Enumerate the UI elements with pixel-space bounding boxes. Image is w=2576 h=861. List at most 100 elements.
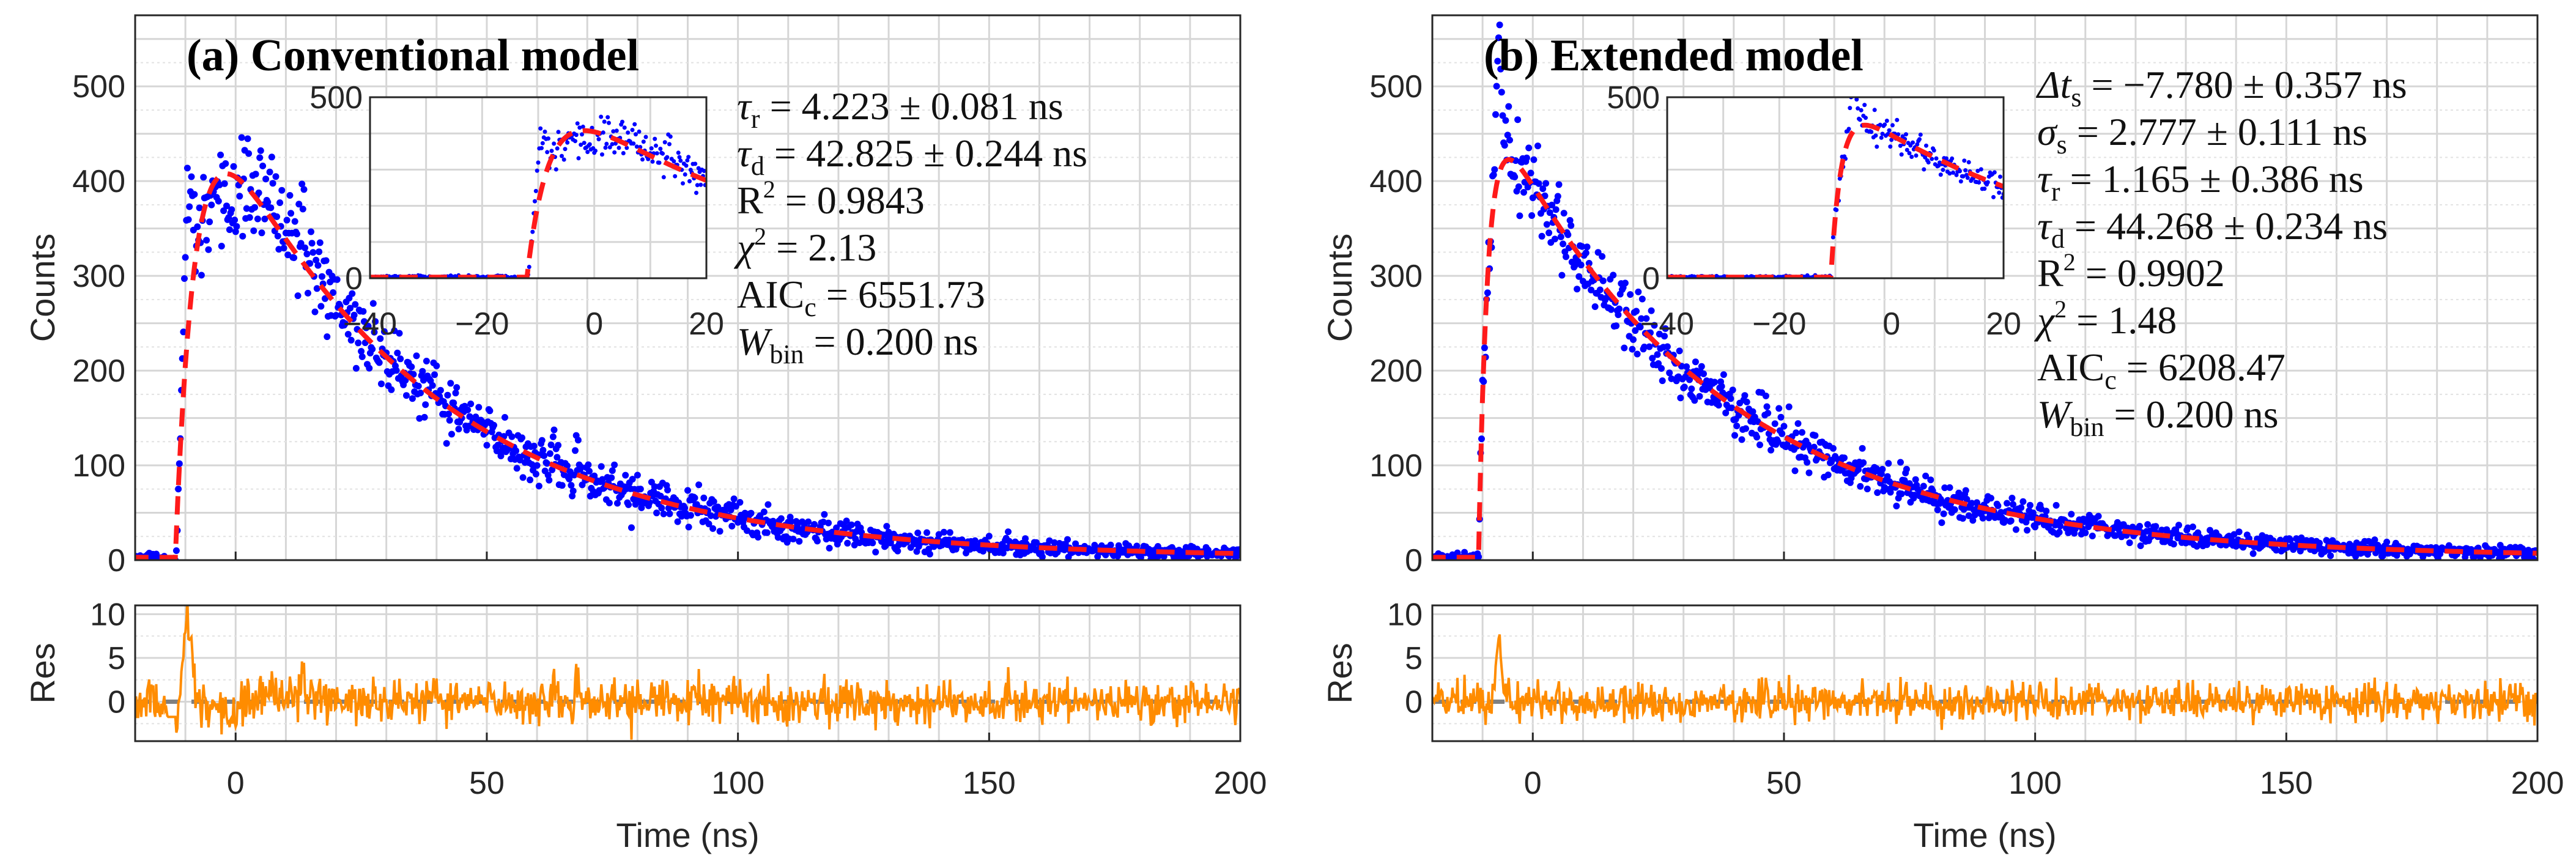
data-point xyxy=(1864,116,1868,120)
data-point xyxy=(1869,130,1874,135)
data-point xyxy=(299,205,306,213)
data-point xyxy=(664,486,672,493)
data-point xyxy=(634,132,638,137)
data-point xyxy=(2082,529,2089,536)
data-point xyxy=(556,130,561,135)
data-point xyxy=(714,503,722,511)
data-point xyxy=(683,172,687,177)
data-point xyxy=(563,147,568,152)
annotation-superscript: 2 xyxy=(754,223,766,250)
data-point xyxy=(565,140,570,145)
data-point xyxy=(221,180,228,187)
data-point xyxy=(844,539,851,547)
data-point xyxy=(634,471,641,479)
data-point xyxy=(1903,465,1910,473)
data-point xyxy=(349,290,356,297)
data-point xyxy=(1566,216,1574,224)
data-point xyxy=(1767,446,1775,454)
data-point xyxy=(1927,476,1934,484)
data-point xyxy=(622,125,627,130)
data-point xyxy=(560,153,564,158)
data-point xyxy=(1711,379,1719,386)
data-point xyxy=(1552,206,1560,213)
data-point xyxy=(1646,343,1653,350)
data-point xyxy=(2316,539,2323,547)
data-point xyxy=(182,254,189,261)
data-point xyxy=(196,204,203,212)
fit-annotation: R2 = 0.9902 xyxy=(2037,248,2225,295)
main-fit-line xyxy=(1432,157,2537,560)
data-point xyxy=(1774,438,1782,445)
data-point xyxy=(1982,187,1987,191)
data-point xyxy=(821,511,828,518)
data-point xyxy=(764,501,772,508)
data-point xyxy=(313,256,320,264)
data-point xyxy=(280,245,287,252)
data-point xyxy=(402,377,409,384)
fit-annotation: τd = 44.268 ± 0.234 ns xyxy=(2037,204,2388,254)
x-axis-label-time: Time (ns) xyxy=(1913,816,2056,854)
data-point xyxy=(743,527,750,534)
data-point xyxy=(490,421,497,429)
data-point xyxy=(1961,174,1966,179)
data-point xyxy=(935,531,942,538)
data-point xyxy=(1654,351,1661,358)
data-point xyxy=(429,382,436,389)
data-point xyxy=(1478,435,1485,443)
data-point xyxy=(2189,523,2196,531)
data-point xyxy=(188,173,195,180)
data-point xyxy=(605,500,613,506)
data-point xyxy=(553,167,558,172)
data-point xyxy=(538,126,543,131)
data-point xyxy=(1909,155,1914,159)
data-point xyxy=(1975,169,1980,173)
inset-x-tick-label: 0 xyxy=(1882,306,1900,342)
data-point xyxy=(393,367,400,374)
data-point xyxy=(1854,97,1859,102)
data-point xyxy=(649,146,654,151)
data-point xyxy=(1895,117,1900,122)
data-point xyxy=(238,134,245,141)
data-point xyxy=(1648,307,1655,314)
data-point xyxy=(794,522,801,529)
data-point xyxy=(316,248,323,256)
data-point xyxy=(820,519,827,526)
data-point xyxy=(309,249,317,256)
data-point xyxy=(244,135,251,142)
x-tick-label: 50 xyxy=(1766,766,1802,801)
data-point xyxy=(2152,523,2160,530)
data-point xyxy=(1534,142,1541,150)
data-point xyxy=(369,300,377,307)
data-point xyxy=(1496,21,1503,29)
data-point xyxy=(245,150,253,157)
data-point xyxy=(1632,327,1639,334)
data-point xyxy=(2136,523,2143,530)
data-point xyxy=(413,352,420,360)
res-frame xyxy=(1431,604,2539,742)
data-point xyxy=(261,215,268,223)
data-point xyxy=(1727,395,1734,402)
data-point xyxy=(1922,167,1926,172)
annotation-value: = 42.825 ± 0.244 ns xyxy=(764,131,1087,175)
data-point xyxy=(1860,459,1867,467)
annotation-subscript: s xyxy=(2071,83,2081,113)
data-point xyxy=(2010,501,2016,508)
data-point xyxy=(372,318,379,325)
y-tick-label: 500 xyxy=(1369,69,1423,105)
main-fit-line xyxy=(135,171,1240,560)
data-point xyxy=(205,246,212,253)
data-point xyxy=(605,115,610,120)
data-point xyxy=(528,461,536,468)
data-point xyxy=(1951,170,1955,175)
data-point xyxy=(1579,243,1586,250)
panel-title: (b) Extended model xyxy=(1484,31,1864,81)
data-point xyxy=(397,355,404,363)
data-point xyxy=(894,547,901,555)
data-point xyxy=(527,476,534,484)
data-point xyxy=(641,139,646,144)
data-point xyxy=(1493,83,1500,90)
data-point xyxy=(999,549,1007,556)
y-tick-label: 400 xyxy=(1369,164,1423,199)
data-point xyxy=(568,482,575,489)
fit-annotation: τd = 42.825 ± 0.244 ns xyxy=(737,131,1087,181)
